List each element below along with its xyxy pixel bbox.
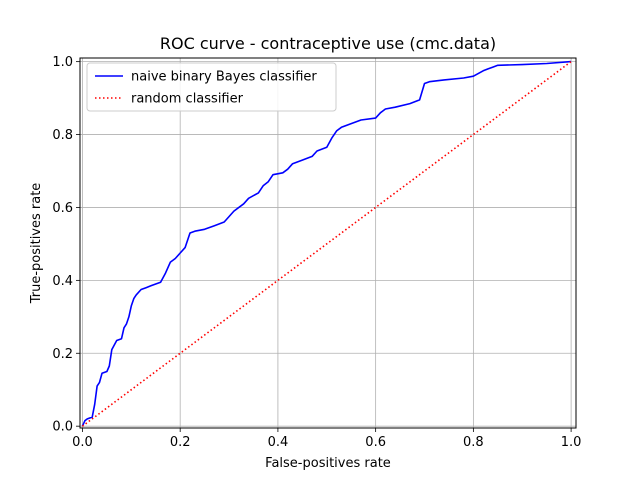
legend-label-random: random classifier [131,92,244,107]
series-line-random [81,60,572,427]
y-axis-label: True-positives rate [29,183,44,305]
plot-lines [81,60,572,427]
x-axis-label: False-positives rate [265,456,391,471]
x-tick-label: 0.0 [72,435,93,450]
legend: naive binary Bayes classifier random cla… [86,62,337,112]
y-tick-label: 0.4 [52,274,73,289]
y-tick-label: 0.6 [52,201,73,216]
x-tick-label: 0.4 [268,435,289,450]
y-tick-label: 0.0 [52,420,73,435]
chart-title: ROC curve - contraceptive use (cmc.data) [160,34,496,53]
x-tick-label: 0.8 [463,435,484,450]
legend-label-naive-bayes: naive binary Bayes classifier [131,70,317,85]
x-axis-ticks: 0.0 0.2 0.4 0.6 0.8 1.0 [72,428,581,450]
legend-box [86,62,337,112]
x-tick-label: 1.0 [561,435,582,450]
y-tick-label: 1.0 [52,55,73,70]
y-tick-label: 0.8 [52,128,73,143]
series-line-naive-bayes [81,60,572,427]
y-axis-ticks: 0.0 0.2 0.4 0.6 0.8 1.0 [52,55,80,435]
x-tick-label: 0.6 [365,435,386,450]
grid-lines [80,58,576,428]
x-tick-label: 0.2 [170,435,191,450]
y-tick-label: 0.2 [52,347,73,362]
axes-frame [79,57,577,429]
